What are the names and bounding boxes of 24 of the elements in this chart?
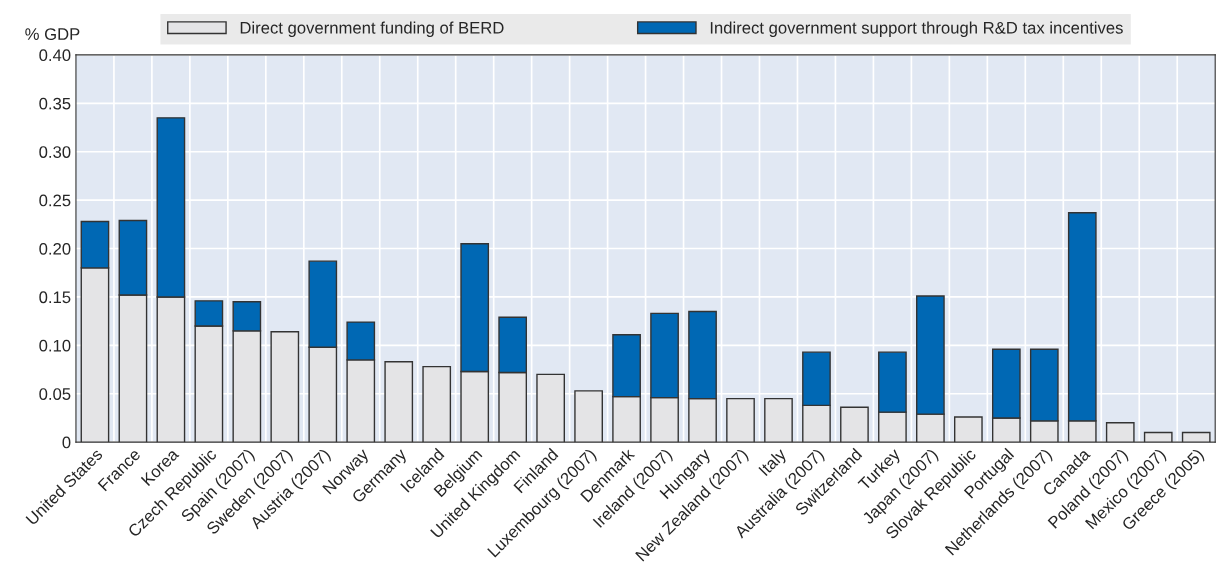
y-tick-label: 0.20: [39, 242, 71, 255]
bar: [574, 390, 603, 443]
bar: [953, 416, 983, 443]
bar: [270, 331, 300, 443]
bar: [726, 397, 755, 443]
bar: [1181, 431, 1211, 443]
y-tick-label: 0: [62, 436, 71, 449]
y-tick-label: 0.35: [39, 97, 71, 110]
y-axis-title: % GDP: [25, 28, 80, 40]
y-tick-label: 0.15: [39, 291, 71, 304]
legend-label: Direct government funding of BERD: [240, 21, 504, 38]
y-tick-label: 0.25: [39, 194, 71, 207]
bar: [422, 365, 452, 443]
bar: [1143, 431, 1173, 443]
y-tick-label: 0.40: [39, 49, 71, 62]
bar: [840, 406, 869, 443]
legend-label: Indirect government support through R&D tax incentives: [710, 21, 1123, 38]
y-tick-label: 0.05: [39, 388, 71, 400]
bar: [536, 373, 566, 443]
y-tick-label: 0.10: [39, 339, 71, 352]
bar: [764, 397, 793, 443]
bar: [384, 361, 414, 443]
y-tick-label: 0.30: [39, 146, 71, 158]
bar: [1105, 422, 1135, 443]
